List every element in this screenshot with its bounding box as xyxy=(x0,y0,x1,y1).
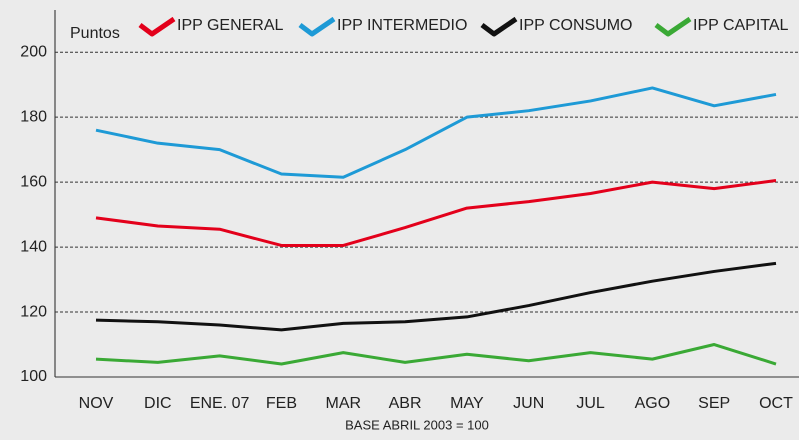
footer-note: BASE ABRIL 2003 = 100 xyxy=(345,417,489,432)
y-tick-label: 100 xyxy=(20,368,47,385)
y-tick-label: 160 xyxy=(20,173,47,190)
legend-label: IPP GENERAL xyxy=(177,17,284,34)
legend-label: IPP INTERMEDIO xyxy=(337,17,467,34)
x-tick-label: JUL xyxy=(576,395,605,412)
x-tick-label: MAR xyxy=(325,395,361,412)
x-tick-label: ABR xyxy=(389,395,422,412)
x-tick-label: NOV xyxy=(79,395,114,412)
x-tick-label: OCT xyxy=(759,395,793,412)
y-tick-label: 200 xyxy=(20,43,47,60)
y-tick-label: 180 xyxy=(20,108,47,125)
x-tick-label: SEP xyxy=(698,395,730,412)
legend-icon xyxy=(480,16,518,37)
x-tick-label: AGO xyxy=(635,395,671,412)
y-axis-label: Puntos xyxy=(70,25,120,42)
legend-label: IPP CONSUMO xyxy=(519,17,633,34)
series-line xyxy=(95,261,777,332)
series-line xyxy=(95,86,777,179)
x-tick-label: DIC xyxy=(144,395,172,412)
x-tick-label: ENE. 07 xyxy=(190,395,250,412)
y-tick-label: 140 xyxy=(20,238,47,255)
x-tick-label: JUN xyxy=(513,395,544,412)
x-tick-label: MAY xyxy=(450,395,484,412)
series-line xyxy=(95,179,777,247)
x-tick-label: FEB xyxy=(266,395,297,412)
legend-icon xyxy=(298,16,336,37)
legend-label: IPP CAPITAL xyxy=(693,17,789,34)
y-tick-label: 120 xyxy=(20,303,47,320)
legend-icon xyxy=(138,16,176,37)
legend-icon xyxy=(654,16,692,37)
series-line xyxy=(95,343,777,366)
